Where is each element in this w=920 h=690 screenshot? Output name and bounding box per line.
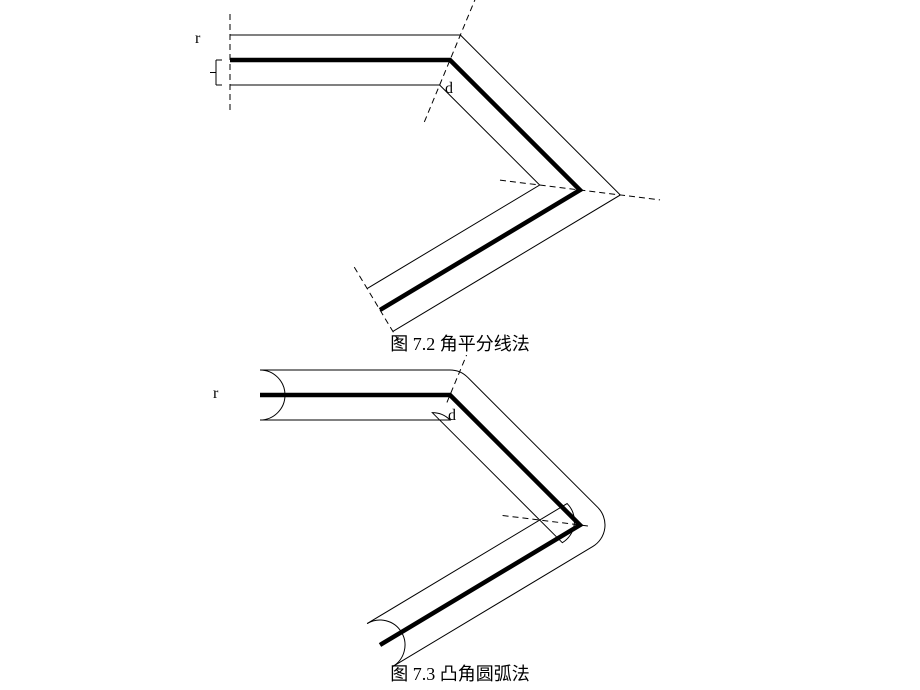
figure-7-3: [0, 355, 920, 675]
caption-7-2: 图 7.2 角平分线法: [0, 330, 920, 356]
caption-7-3: 图 7.3 凸角圆弧法: [0, 660, 920, 686]
label-d-72: d: [445, 80, 453, 98]
figure-7-2-svg: [0, 0, 920, 340]
label-d-73: d: [448, 407, 456, 425]
label-r-72: r: [195, 30, 200, 48]
figure-7-2: [0, 0, 920, 340]
label-r-73: r: [213, 385, 218, 403]
figure-7-3-svg: [0, 355, 920, 675]
